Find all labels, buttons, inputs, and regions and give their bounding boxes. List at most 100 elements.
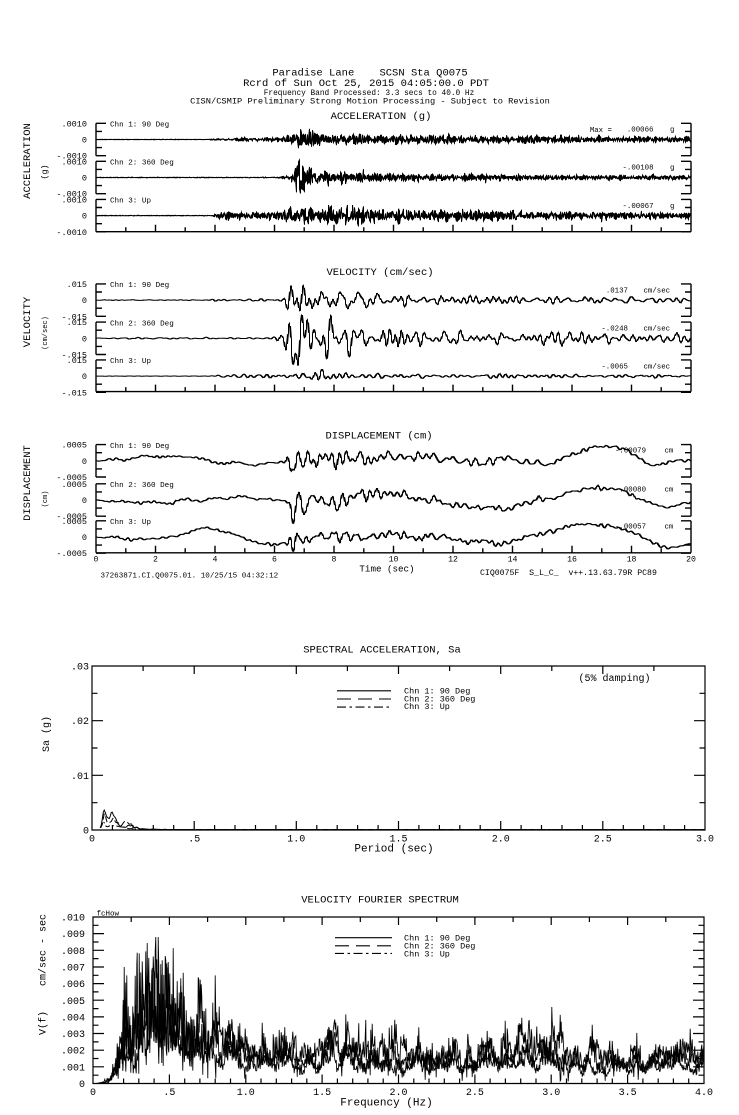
svg-text:.0005: .0005 (61, 480, 87, 490)
svg-text:3.0: 3.0 (696, 835, 714, 846)
svg-text:SPECTRAL ACCELERATION, Sa: SPECTRAL ACCELERATION, Sa (303, 645, 461, 657)
svg-text:DISPLACEMENT: DISPLACEMENT (22, 445, 34, 521)
svg-text:CISN/CSMIP Preliminary Strong: CISN/CSMIP Preliminary Strong Motion Pro… (190, 97, 550, 107)
svg-text:-.0248: -.0248 (601, 326, 628, 334)
svg-text:16: 16 (567, 556, 577, 565)
svg-text:(cm): (cm) (42, 491, 50, 508)
svg-text:.02: .02 (71, 717, 89, 728)
svg-text:.015: .015 (67, 356, 87, 366)
svg-text:1.0: 1.0 (237, 1088, 255, 1099)
svg-text:Chn 1: 90 Deg: Chn 1: 90 Deg (110, 282, 169, 290)
svg-text:10: 10 (389, 556, 399, 565)
svg-text:Chn 3: Up: Chn 3: Up (404, 702, 450, 712)
svg-text:.0005: .0005 (61, 441, 87, 451)
svg-text:.5: .5 (188, 835, 200, 846)
svg-text:4: 4 (213, 556, 218, 565)
svg-text:0: 0 (82, 174, 87, 184)
svg-text:.0010: .0010 (61, 119, 87, 129)
svg-text:ACCELERATION (g): ACCELERATION (g) (331, 111, 432, 123)
svg-text:Chn 2: 360 Deg: Chn 2: 360 Deg (110, 482, 174, 490)
svg-text:cm: cm (665, 448, 674, 456)
svg-text:0: 0 (82, 372, 87, 382)
svg-text:cm/sec: cm/sec (644, 287, 671, 295)
svg-text:cm/sec: cm/sec (644, 326, 671, 334)
svg-text:Paradise Lane SCSN Sta Q007: Paradise Lane SCSN Sta Q0075 (272, 68, 467, 80)
svg-text:(cm/sec): (cm/sec) (42, 316, 50, 350)
svg-text:0: 0 (89, 835, 95, 846)
svg-text:1.5: 1.5 (313, 1088, 331, 1099)
svg-text:.03: .03 (71, 663, 89, 674)
svg-text:Time (sec): Time (sec) (359, 564, 414, 575)
svg-text:2.5: 2.5 (594, 835, 612, 846)
svg-text:Chn 2: 360 Deg: Chn 2: 360 Deg (404, 695, 475, 705)
svg-text:cm/sec - sec: cm/sec - sec (38, 914, 50, 986)
svg-text:.002: .002 (61, 1047, 85, 1058)
svg-text:.008: .008 (61, 947, 85, 958)
svg-text:6: 6 (272, 556, 277, 565)
svg-text:-.00080: -.00080 (615, 487, 646, 495)
svg-text:4.0: 4.0 (695, 1088, 713, 1099)
svg-text:.0010: .0010 (61, 157, 87, 167)
svg-text:Chn 2: 360 Deg: Chn 2: 360 Deg (110, 160, 174, 168)
svg-text:0: 0 (82, 136, 87, 146)
svg-text:0: 0 (82, 334, 87, 344)
svg-text:1.0: 1.0 (287, 835, 305, 846)
svg-text:Period (sec): Period (sec) (354, 844, 433, 856)
svg-text:(g): (g) (40, 164, 50, 179)
svg-text:-.015: -.015 (61, 351, 87, 361)
svg-text:Chn 1: 90 Deg: Chn 1: 90 Deg (110, 122, 169, 130)
svg-text:Rcrd of Sun Oct 25, 2015 04:05: Rcrd of Sun Oct 25, 2015 04:05:00.0 PDT (243, 78, 489, 90)
svg-text:2.0: 2.0 (492, 835, 510, 846)
svg-text:12: 12 (448, 556, 458, 565)
svg-text:-.00079: -.00079 (615, 448, 646, 456)
svg-text:0: 0 (82, 533, 87, 543)
svg-text:g: g (670, 165, 674, 173)
svg-text:3.5: 3.5 (619, 1088, 637, 1099)
svg-text:-.0010: -.0010 (56, 152, 87, 162)
svg-text:.007: .007 (61, 964, 85, 975)
svg-text:0: 0 (90, 1088, 96, 1099)
svg-text:Chn 1: 90 Deg: Chn 1: 90 Deg (404, 934, 470, 944)
svg-text:Frequency Band Processed: 3.3: Frequency Band Processed: 3.3 secs to 40… (264, 90, 475, 98)
svg-text:-.00057: -.00057 (615, 524, 646, 532)
svg-text:.003: .003 (61, 1030, 85, 1041)
svg-text:20: 20 (686, 556, 696, 565)
svg-text:0: 0 (79, 1080, 85, 1091)
svg-text:0: 0 (94, 556, 99, 565)
svg-text:0: 0 (83, 827, 89, 838)
svg-text:-.0010: -.0010 (56, 228, 87, 238)
svg-text:Sa (g): Sa (g) (41, 716, 53, 752)
svg-text:.0010: .0010 (61, 195, 87, 205)
svg-text:-.00067: -.00067 (622, 203, 653, 211)
svg-text:3.0: 3.0 (542, 1088, 560, 1099)
svg-text:-.0010: -.0010 (56, 190, 87, 200)
svg-text:CIQ0075F S_L_C_ v++.13.63.79: CIQ0075F S_L_C_ v++.13.63.79R PC89 (480, 569, 657, 578)
svg-text:cm/sec: cm/sec (644, 363, 671, 371)
svg-text:Chn 1: 90 Deg: Chn 1: 90 Deg (404, 687, 470, 697)
svg-text:Chn 2: 360 Deg: Chn 2: 360 Deg (110, 320, 174, 328)
svg-text:.009: .009 (61, 930, 85, 941)
svg-text:.015: .015 (67, 318, 87, 328)
svg-text:.006: .006 (61, 980, 85, 991)
svg-text:.0137: .0137 (606, 287, 628, 295)
svg-text:-.015: -.015 (61, 312, 87, 322)
svg-text:2.0: 2.0 (389, 1088, 407, 1099)
svg-text:Chn 3: Up: Chn 3: Up (404, 950, 450, 960)
svg-text:1.5: 1.5 (389, 835, 407, 846)
svg-text:-.0005: -.0005 (56, 549, 87, 559)
svg-text:ACCELERATION: ACCELERATION (22, 123, 34, 199)
svg-text:.005: .005 (61, 997, 85, 1008)
svg-text:fcHow: fcHow (97, 911, 120, 919)
svg-text:DISPLACEMENT (cm): DISPLACEMENT (cm) (325, 431, 432, 443)
svg-text:0: 0 (82, 496, 87, 506)
svg-text:.015: .015 (67, 280, 87, 290)
svg-text:-.0005: -.0005 (56, 473, 87, 483)
svg-text:0: 0 (82, 212, 87, 222)
svg-text:Chn 3: Up: Chn 3: Up (110, 519, 151, 527)
svg-text:.01: .01 (71, 772, 89, 783)
svg-text:g: g (670, 203, 674, 211)
svg-text:2: 2 (153, 556, 158, 565)
svg-text:-.015: -.015 (61, 388, 87, 398)
svg-text:Chn 1: 90 Deg: Chn 1: 90 Deg (110, 443, 169, 451)
svg-text:VELOCITY: VELOCITY (22, 296, 34, 347)
